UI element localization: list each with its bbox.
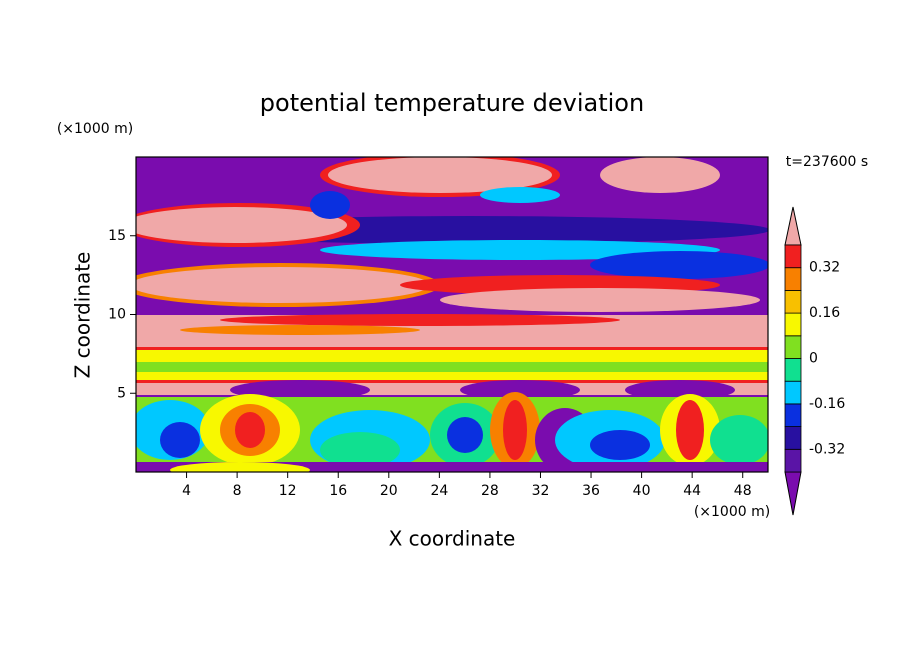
colorbar-box bbox=[784, 426, 802, 450]
x-tick-label: 48 bbox=[734, 483, 752, 499]
contour-region bbox=[460, 380, 580, 400]
contour-region bbox=[230, 380, 370, 400]
x-tick-label: 32 bbox=[532, 483, 550, 499]
x-tick-label: 16 bbox=[329, 483, 347, 499]
x-tick-label: 8 bbox=[233, 483, 242, 499]
y-tick-label: 5 bbox=[117, 385, 126, 401]
colorbar-box bbox=[784, 448, 802, 473]
colorbar-tick-label: 0 bbox=[809, 351, 818, 367]
contour-region bbox=[136, 207, 347, 243]
colorbar-arrow bbox=[784, 471, 802, 516]
colorbar-tick-label: -0.16 bbox=[809, 396, 845, 412]
y-axis-label: Z coordinate bbox=[71, 252, 95, 379]
x-tick-label: 28 bbox=[481, 483, 499, 499]
contour-region bbox=[320, 432, 400, 468]
colorbar-box bbox=[784, 403, 802, 427]
contour-region bbox=[480, 187, 560, 203]
contour-region bbox=[136, 347, 768, 350]
contour-region bbox=[600, 157, 720, 193]
x-tick-label: 12 bbox=[279, 483, 297, 499]
colorbar-box bbox=[784, 312, 802, 337]
contour-region bbox=[170, 462, 310, 472]
contour-region bbox=[136, 350, 768, 362]
contour-region bbox=[440, 288, 760, 312]
contour-region bbox=[136, 340, 768, 348]
x-tick-label: 4 bbox=[182, 483, 191, 499]
y-tick-label: 10 bbox=[108, 307, 126, 323]
x-axis-label: X coordinate bbox=[389, 527, 516, 551]
colorbar-box bbox=[784, 267, 802, 291]
contour-region bbox=[310, 191, 350, 219]
contour-region bbox=[503, 400, 527, 460]
y-unit: (×1000 m) bbox=[57, 121, 133, 137]
contour-region bbox=[590, 251, 768, 279]
contour-region bbox=[136, 267, 430, 303]
colorbar-box bbox=[784, 244, 802, 269]
contour-region bbox=[136, 462, 768, 472]
contour-region bbox=[328, 157, 552, 193]
x-unit: (×1000 m) bbox=[694, 504, 770, 520]
contour-region bbox=[136, 362, 768, 372]
colorbar-arrow bbox=[784, 206, 802, 246]
chart-title: potential temperature deviation bbox=[260, 89, 644, 117]
x-tick-label: 44 bbox=[683, 483, 701, 499]
colorbar-tick-label: -0.32 bbox=[809, 441, 845, 457]
contour-region bbox=[136, 380, 768, 383]
contour-region bbox=[590, 430, 650, 460]
colorbar-box bbox=[784, 358, 802, 382]
contour-region bbox=[710, 415, 768, 465]
y-tick-label: 15 bbox=[108, 228, 126, 244]
colorbar-box bbox=[784, 289, 802, 314]
contour-region bbox=[235, 412, 265, 448]
x-tick-label: 40 bbox=[633, 483, 651, 499]
colorbar-tick-label: 0.16 bbox=[809, 305, 840, 321]
x-tick-label: 24 bbox=[430, 483, 448, 499]
colorbar-box bbox=[784, 380, 802, 405]
contour-region bbox=[676, 400, 704, 460]
x-tick-label: 36 bbox=[582, 483, 600, 499]
colorbar-box bbox=[784, 335, 802, 359]
contour-region bbox=[625, 380, 735, 400]
contour-region bbox=[180, 325, 420, 335]
contour-region bbox=[220, 314, 620, 326]
contour-region bbox=[447, 417, 483, 453]
contour-region bbox=[136, 372, 768, 380]
contour-region bbox=[160, 422, 200, 458]
contour-field bbox=[136, 157, 768, 472]
time-label: t=237600 s bbox=[786, 154, 868, 170]
x-tick-label: 20 bbox=[380, 483, 398, 499]
colorbar-tick-label: 0.32 bbox=[809, 260, 840, 276]
